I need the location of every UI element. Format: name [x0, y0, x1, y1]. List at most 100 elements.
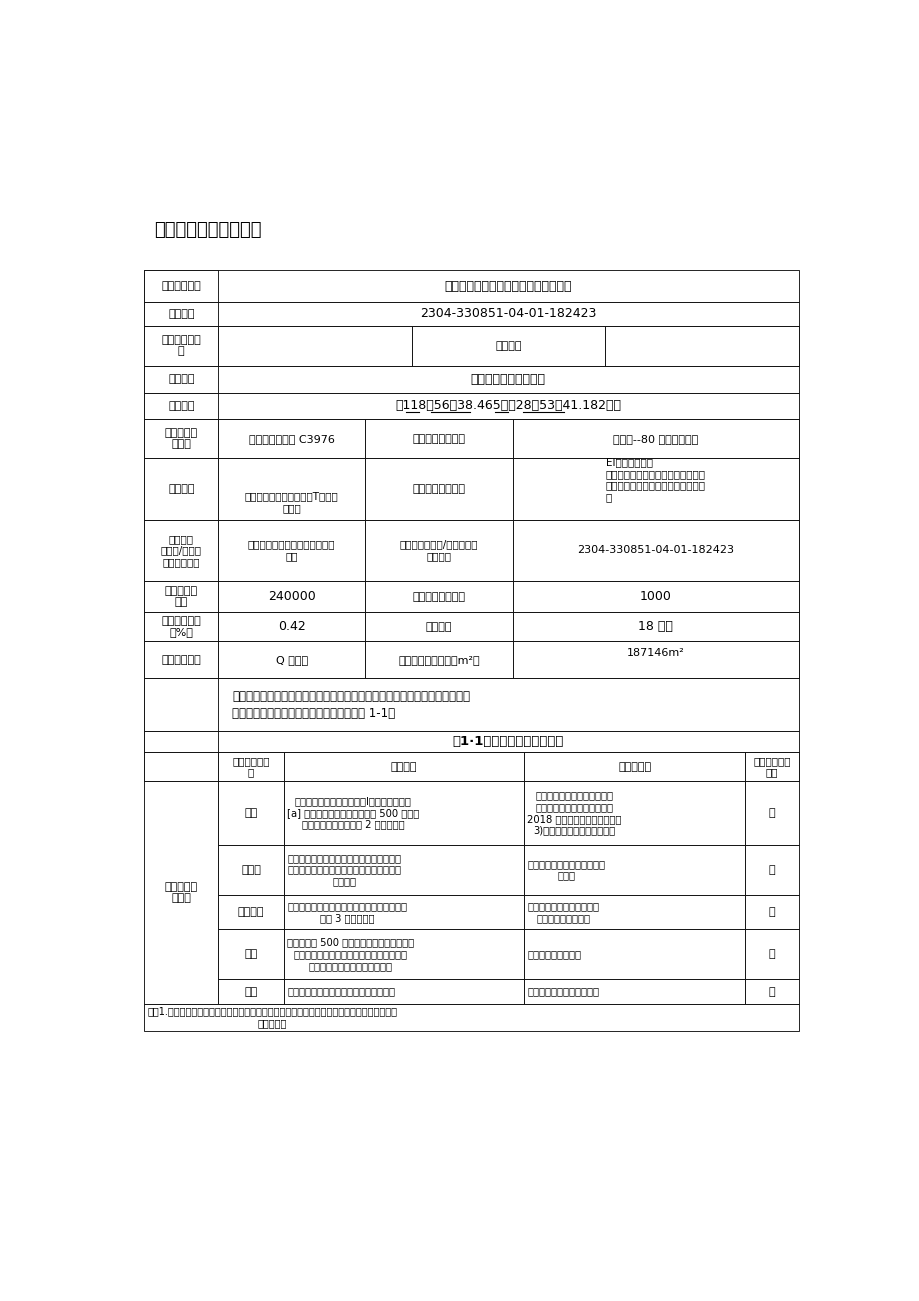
Bar — [144, 752, 218, 782]
Bar — [605, 325, 798, 366]
Text: 环保投资（万元）: 环保投资（万元） — [412, 592, 465, 601]
Bar — [218, 519, 365, 582]
Bar — [144, 678, 218, 731]
Bar — [365, 419, 512, 458]
Text: 建设项目名称: 建设项目名称 — [161, 281, 201, 291]
Bar — [365, 641, 512, 678]
Bar — [144, 582, 218, 611]
Bar — [284, 752, 524, 782]
Bar — [144, 582, 798, 611]
Text: 本项目非海洋工程建设项目: 本项目非海洋工程建设项目 — [527, 986, 598, 997]
Bar — [365, 611, 512, 641]
Text: 是否开工建设: 是否开工建设 — [161, 654, 201, 665]
Text: （118度56分38.465秒，28度53分41.182秒）: （118度56分38.465秒，28度53分41.182秒） — [395, 399, 620, 412]
Bar — [218, 844, 284, 895]
Bar — [218, 782, 284, 844]
Text: 否: 否 — [767, 907, 775, 917]
Bar — [284, 929, 524, 980]
Text: 三十六--80 电子器件制造: 三十六--80 电子器件制造 — [612, 433, 698, 444]
Text: 187146m²: 187146m² — [626, 648, 684, 658]
Bar — [744, 929, 798, 980]
Text: EI首次申报项目
口不予批准后再次申报项目口超五年
重新审核项目口重大变动重新报批项
目: EI首次申报项目 口不予批准后再次申报项目口超五年 重新审核项目口重大变动重新报… — [605, 457, 705, 502]
Bar — [144, 1004, 798, 1030]
Text: 国民经济行
业类别: 国民经济行 业类别 — [165, 428, 198, 450]
Text: 2304-330851-04-01-182423: 2304-330851-04-01-182423 — [576, 545, 733, 556]
Bar — [365, 519, 512, 582]
Text: 项目审批（核准/备案）文号
（选填）: 项目审批（核准/备案）文号 （选填） — [399, 540, 478, 561]
Text: 大气: 大气 — [244, 808, 257, 818]
Text: 浙江省衢州市智造新城: 浙江省衢州市智造新城 — [471, 372, 545, 385]
Text: 0.42: 0.42 — [278, 621, 305, 634]
Text: 新一代半导体材料及器件生产基地项目: 新一代半导体材料及器件生产基地项目 — [444, 280, 572, 293]
Bar — [524, 752, 744, 782]
Bar — [411, 325, 605, 366]
Text: 否: 否 — [767, 950, 775, 959]
Bar — [512, 641, 798, 678]
Text: 项目代码: 项目代码 — [168, 308, 194, 319]
Text: 本项目排放的废气中不涉及属
《有毒有害大气污染物名录（
2018 年）》的及二噁英、苯并
3)龙、鼠化物、氯气等污染物: 本项目排放的废气中不涉及属 《有毒有害大气污染物名录（ 2018 年）》的及二噁… — [527, 791, 621, 835]
Bar — [218, 929, 284, 980]
Bar — [512, 458, 798, 519]
Bar — [144, 611, 798, 641]
Bar — [512, 419, 798, 458]
Text: 1000: 1000 — [639, 591, 671, 604]
Bar — [512, 582, 798, 611]
Bar — [144, 366, 798, 393]
Bar — [144, 325, 218, 366]
Bar — [144, 458, 798, 519]
Bar — [218, 419, 365, 458]
Bar — [218, 582, 365, 611]
Text: 否: 否 — [767, 808, 775, 818]
Bar — [218, 325, 411, 366]
Bar — [524, 929, 744, 980]
Text: 环保投资占比
（%）: 环保投资占比 （%） — [161, 615, 201, 637]
Bar — [524, 844, 744, 895]
Bar — [744, 980, 798, 1004]
Bar — [144, 393, 798, 419]
Text: 注：1.废气口有毒有害污染物指纳入《有毒有害大气污染物名录》的污染物（不包括无排放标准
的污染物）: 注：1.废气口有毒有害污染物指纳入《有毒有害大气污染物名录》的污染物（不包括无排… — [147, 1007, 397, 1028]
Text: 联系方式: 联系方式 — [494, 341, 521, 350]
Bar — [144, 419, 218, 458]
Text: 表1·1专项评价设置判定情况: 表1·1专项评价设置判定情况 — [452, 735, 563, 748]
Bar — [284, 844, 524, 895]
Bar — [218, 458, 365, 519]
Bar — [284, 895, 524, 929]
Text: 环境风险: 环境风险 — [237, 907, 264, 917]
Bar — [144, 271, 218, 302]
Text: 本项目情况: 本项目情况 — [618, 761, 651, 771]
Text: 2304-330851-04-01-182423: 2304-330851-04-01-182423 — [420, 307, 596, 320]
Bar — [144, 731, 218, 752]
Text: 否: 否 — [767, 865, 775, 874]
Bar — [144, 271, 798, 302]
Text: 生态: 生态 — [244, 950, 257, 959]
Bar — [744, 844, 798, 895]
Text: 直接向海排放污染物的海洋工程建设项目: 直接向海排放污染物的海洋工程建设项目 — [287, 986, 394, 997]
Bar — [512, 519, 798, 582]
Text: 设置原则: 设置原则 — [391, 761, 417, 771]
Text: 排放废气含有毒有害污染物I、二噁英、苯并
[a] 花、氯化物、氯气且厂界外 500 米范围
内有环境空气保护目标 2 的建设项目: 排放废气含有毒有害污染物I、二噁英、苯并 [a] 花、氯化物、氯气且厂界外 50… — [287, 796, 419, 830]
Text: 用地（用海）面积（m²）: 用地（用海）面积（m²） — [398, 654, 479, 665]
Bar — [365, 458, 512, 519]
Text: 是否专项评价
设置: 是否专项评价 设置 — [753, 756, 789, 778]
Bar — [218, 895, 284, 929]
Bar — [144, 366, 218, 393]
Text: 专项评价设
置情况: 专项评价设 置情况 — [165, 882, 198, 903]
Text: 有有毒和易燃易爆危险物质
存储量未超过临界量: 有有毒和易燃易爆危险物质 存储量未超过临界量 — [527, 902, 598, 922]
Bar — [144, 641, 798, 678]
Text: 项目审批
（核准/备案）
部门（选填）: 项目审批 （核准/备案） 部门（选填） — [161, 533, 201, 567]
Bar — [144, 731, 798, 752]
Bar — [284, 980, 524, 1004]
Bar — [144, 752, 798, 782]
Text: 建设性质: 建设性质 — [168, 484, 194, 494]
Bar — [144, 519, 218, 582]
Text: Q 否口是: Q 否口是 — [276, 654, 308, 665]
Text: 。新建（迁建）口改建口T建口技
术改造: 。新建（迁建）口改建口T建口技 术改造 — [244, 492, 338, 513]
Text: 有有毒有害和易燃易爆危险物质存储量超过临
界量 3 的建设项目: 有有毒有害和易燃易爆危险物质存储量超过临 界量 3 的建设项目 — [287, 902, 406, 922]
Text: 建设单位联系
人: 建设单位联系 人 — [161, 334, 201, 356]
Text: 本项目不从河道取水: 本项目不从河道取水 — [527, 950, 581, 959]
Text: 光电子器件制造 C3976: 光电子器件制造 C3976 — [248, 433, 335, 444]
Bar — [524, 980, 744, 1004]
Text: 240000: 240000 — [267, 591, 315, 604]
Bar — [744, 752, 798, 782]
Text: 本项目生活污水、生产废水纳
管排放: 本项目生活污水、生产废水纳 管排放 — [527, 859, 605, 881]
